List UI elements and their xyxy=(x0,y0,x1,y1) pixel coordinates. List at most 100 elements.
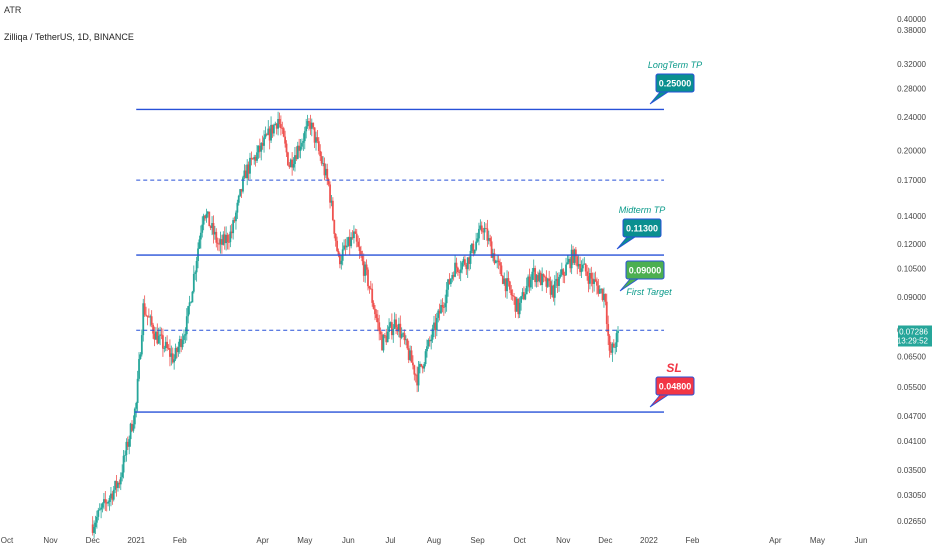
candle-body xyxy=(365,264,368,270)
candle-body xyxy=(330,200,333,203)
price-badge-bg xyxy=(898,325,932,347)
candle-body xyxy=(322,163,324,164)
candle-body xyxy=(169,348,171,357)
candle-body xyxy=(104,499,107,503)
candle-body xyxy=(615,333,618,347)
candle-body xyxy=(551,285,553,295)
candle-body xyxy=(281,128,284,129)
candle-body xyxy=(348,237,351,247)
candle-body xyxy=(537,275,539,282)
candle-body xyxy=(331,200,334,221)
candle-body xyxy=(299,146,302,151)
candle-body xyxy=(466,257,469,270)
y-tick-label: 0.10500 xyxy=(897,264,926,273)
candle-body xyxy=(426,346,428,352)
candle-body xyxy=(250,157,253,159)
candle-body xyxy=(213,231,216,235)
candle-body xyxy=(510,289,513,296)
annotation-box xyxy=(655,73,695,93)
candle-body xyxy=(442,307,445,308)
candle-body xyxy=(532,268,535,272)
candle-body xyxy=(295,155,298,160)
candle-body xyxy=(399,323,402,338)
candle-body xyxy=(191,291,194,303)
y-tick-label: 0.12000 xyxy=(897,240,926,249)
candle-body xyxy=(278,118,281,125)
candle-body xyxy=(240,189,243,192)
y-tick-label: 0.14000 xyxy=(897,212,926,221)
candle-body xyxy=(596,281,598,286)
annotation-teal[interactable]: 0.25000 LongTerm TP xyxy=(648,60,702,105)
candle-body xyxy=(612,343,615,348)
y-tick-label: 0.38000 xyxy=(897,26,926,35)
candle-body xyxy=(600,288,603,290)
candle-body xyxy=(181,340,184,348)
x-tick-label: Oct xyxy=(513,536,526,545)
candle-body xyxy=(419,363,421,368)
candle-body xyxy=(416,374,419,386)
candle-body xyxy=(129,423,132,440)
candle-body xyxy=(496,260,499,262)
candle-body xyxy=(444,303,447,308)
candle-body xyxy=(594,279,597,282)
candle-body xyxy=(246,164,249,179)
annotation-box xyxy=(622,218,662,238)
candle-body xyxy=(346,245,348,248)
candle-body xyxy=(292,164,295,168)
candle-body xyxy=(121,472,124,478)
candle-body xyxy=(268,128,271,141)
candle-body xyxy=(124,455,126,456)
candle-body xyxy=(451,275,454,279)
annotation-title: LongTerm TP xyxy=(648,60,702,70)
y-tick-label: 0.17000 xyxy=(897,176,926,185)
candle-body xyxy=(556,278,559,286)
candle-body xyxy=(385,335,388,343)
candle-body xyxy=(108,498,111,502)
candle-body xyxy=(412,362,414,366)
candle-body xyxy=(586,271,589,277)
candle-body xyxy=(166,341,169,349)
candle-body xyxy=(133,408,136,425)
candle-body xyxy=(149,316,152,318)
annotation-red[interactable]: 0.04800 SL xyxy=(649,361,695,408)
candle-body xyxy=(291,159,294,168)
candle-body xyxy=(409,350,412,360)
countdown: 13:29:52 xyxy=(897,337,929,346)
y-tick-label: 0.40000 xyxy=(897,15,926,24)
candle-body xyxy=(458,272,461,273)
candle-body xyxy=(563,274,566,276)
annotations-layer: 0.25000 LongTerm TP 0.11300 Midterm TP 0.090… xyxy=(616,60,702,408)
candle-body xyxy=(369,288,372,290)
candle-body xyxy=(244,170,247,179)
candle-body xyxy=(101,503,104,508)
candle-body xyxy=(525,285,528,295)
candle-body xyxy=(489,238,492,242)
candle-body xyxy=(528,276,531,288)
candle-body xyxy=(473,249,476,254)
annotation-teal[interactable]: 0.11300 Midterm TP xyxy=(616,205,665,250)
x-tick-label: Dec xyxy=(598,536,612,545)
candle-body xyxy=(187,306,190,317)
candle-body xyxy=(111,493,114,500)
candle-body xyxy=(497,260,500,263)
candle-body xyxy=(233,220,236,222)
candle-body xyxy=(361,255,364,262)
annotation-green[interactable]: 0.09000 First Target xyxy=(619,260,672,297)
candle-body xyxy=(257,145,260,153)
candle-body xyxy=(360,251,362,256)
candle-body xyxy=(223,234,226,244)
y-tick-label: 0.32000 xyxy=(897,60,926,69)
candle-body xyxy=(506,278,508,292)
candle-body xyxy=(173,359,176,363)
x-tick-label: Sep xyxy=(470,536,485,545)
candle-body xyxy=(579,263,581,273)
candle-body xyxy=(132,424,135,431)
candle-body xyxy=(235,212,237,222)
y-tick-label: 0.04100 xyxy=(897,437,926,446)
x-tick-label: Feb xyxy=(686,536,700,545)
candle-body xyxy=(180,338,183,348)
candle-body xyxy=(159,334,162,336)
candle-body xyxy=(608,335,611,351)
candle-body xyxy=(142,303,145,336)
